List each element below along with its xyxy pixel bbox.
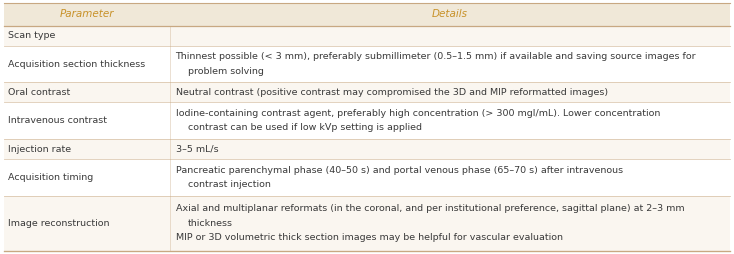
Text: Acquisition timing: Acquisition timing xyxy=(8,173,93,182)
Bar xyxy=(4,102,730,139)
Text: Injection rate: Injection rate xyxy=(8,145,71,153)
Text: 3–5 mL/s: 3–5 mL/s xyxy=(175,145,218,153)
Text: problem solving: problem solving xyxy=(187,67,264,76)
Text: Details: Details xyxy=(432,9,468,19)
Text: Thinnest possible (< 3 mm), preferably submillimeter (0.5–1.5 mm) if available a: Thinnest possible (< 3 mm), preferably s… xyxy=(175,52,696,61)
Bar xyxy=(4,159,730,196)
Text: Pancreatic parenchymal phase (40–50 s) and portal venous phase (65–70 s) after i: Pancreatic parenchymal phase (40–50 s) a… xyxy=(175,166,622,174)
Text: Image reconstruction: Image reconstruction xyxy=(8,219,109,228)
Bar xyxy=(4,196,730,251)
Text: Axial and multiplanar reformats (in the coronal, and per institutional preferenc: Axial and multiplanar reformats (in the … xyxy=(175,204,684,213)
Text: contrast can be used if low kVp setting is applied: contrast can be used if low kVp setting … xyxy=(187,123,421,133)
Text: contrast injection: contrast injection xyxy=(187,180,270,189)
Bar xyxy=(4,82,730,102)
Text: Neutral contrast (positive contrast may compromised the 3D and MIP reformatted i: Neutral contrast (positive contrast may … xyxy=(175,88,608,97)
Text: Intravenous contrast: Intravenous contrast xyxy=(8,116,107,125)
Text: Scan type: Scan type xyxy=(8,31,55,40)
Text: Acquisition section thickness: Acquisition section thickness xyxy=(8,59,145,69)
Text: Parameter: Parameter xyxy=(59,9,114,19)
Bar xyxy=(4,46,730,82)
Bar xyxy=(4,3,730,26)
Text: Iodine-containing contrast agent, preferably high concentration (> 300 mgI/mL). : Iodine-containing contrast agent, prefer… xyxy=(175,109,660,118)
Bar xyxy=(4,26,730,46)
Text: thickness: thickness xyxy=(187,219,233,228)
Text: Oral contrast: Oral contrast xyxy=(8,88,70,97)
Text: MIP or 3D volumetric thick section images may be helpful for vascular evaluation: MIP or 3D volumetric thick section image… xyxy=(175,233,562,242)
Bar xyxy=(4,139,730,159)
